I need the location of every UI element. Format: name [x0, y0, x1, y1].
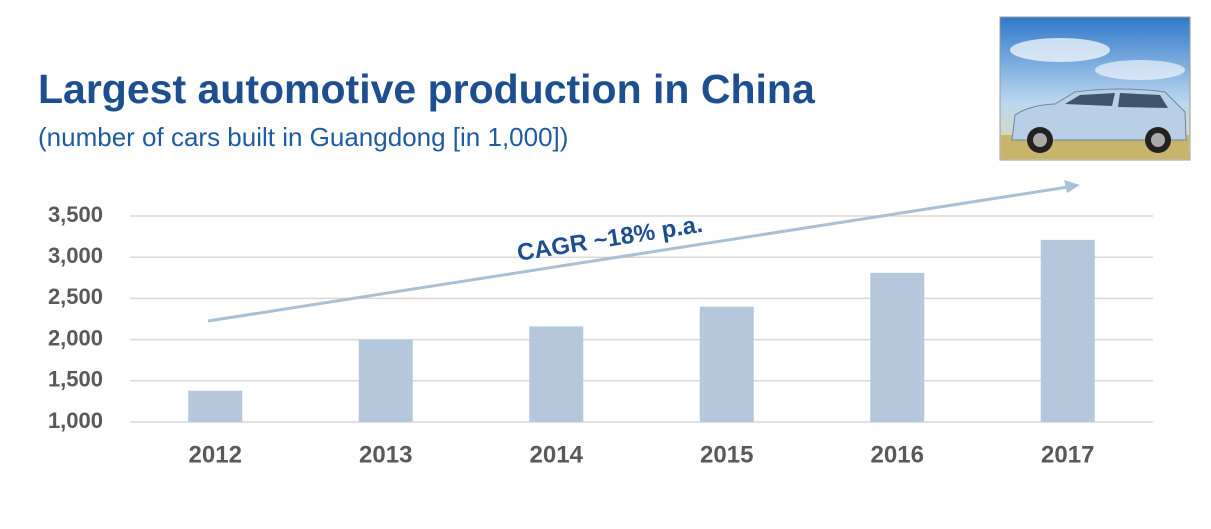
bar — [699, 306, 754, 422]
bar — [529, 326, 584, 422]
x-tick-label: 2015 — [700, 441, 753, 468]
bar — [188, 390, 243, 422]
bar — [1040, 239, 1095, 422]
x-tick-label: 2014 — [530, 441, 584, 468]
trend-arrow — [207, 185, 1069, 323]
y-tick-label: 1,500 — [48, 367, 103, 392]
arrow-head — [1064, 180, 1080, 193]
chart-title: Largest automotive production in China — [38, 66, 816, 112]
x-tick-label: 2012 — [189, 441, 242, 468]
bar — [870, 272, 925, 422]
car-photo — [999, 16, 1191, 161]
x-tick-label: 2013 — [359, 441, 412, 468]
chart-subtitle: (number of cars built in Guangdong [in 1… — [38, 122, 568, 152]
y-tick-label: 2,000 — [48, 325, 103, 350]
y-tick-label: 3,500 — [48, 202, 103, 227]
x-tick-label: 2017 — [1041, 441, 1094, 468]
y-tick-label: 2,500 — [48, 284, 103, 309]
y-tick-label: 1,000 — [48, 408, 103, 433]
x-tick-label: 2016 — [871, 441, 924, 468]
y-tick-label: 3,000 — [48, 243, 103, 268]
bar — [358, 339, 413, 422]
